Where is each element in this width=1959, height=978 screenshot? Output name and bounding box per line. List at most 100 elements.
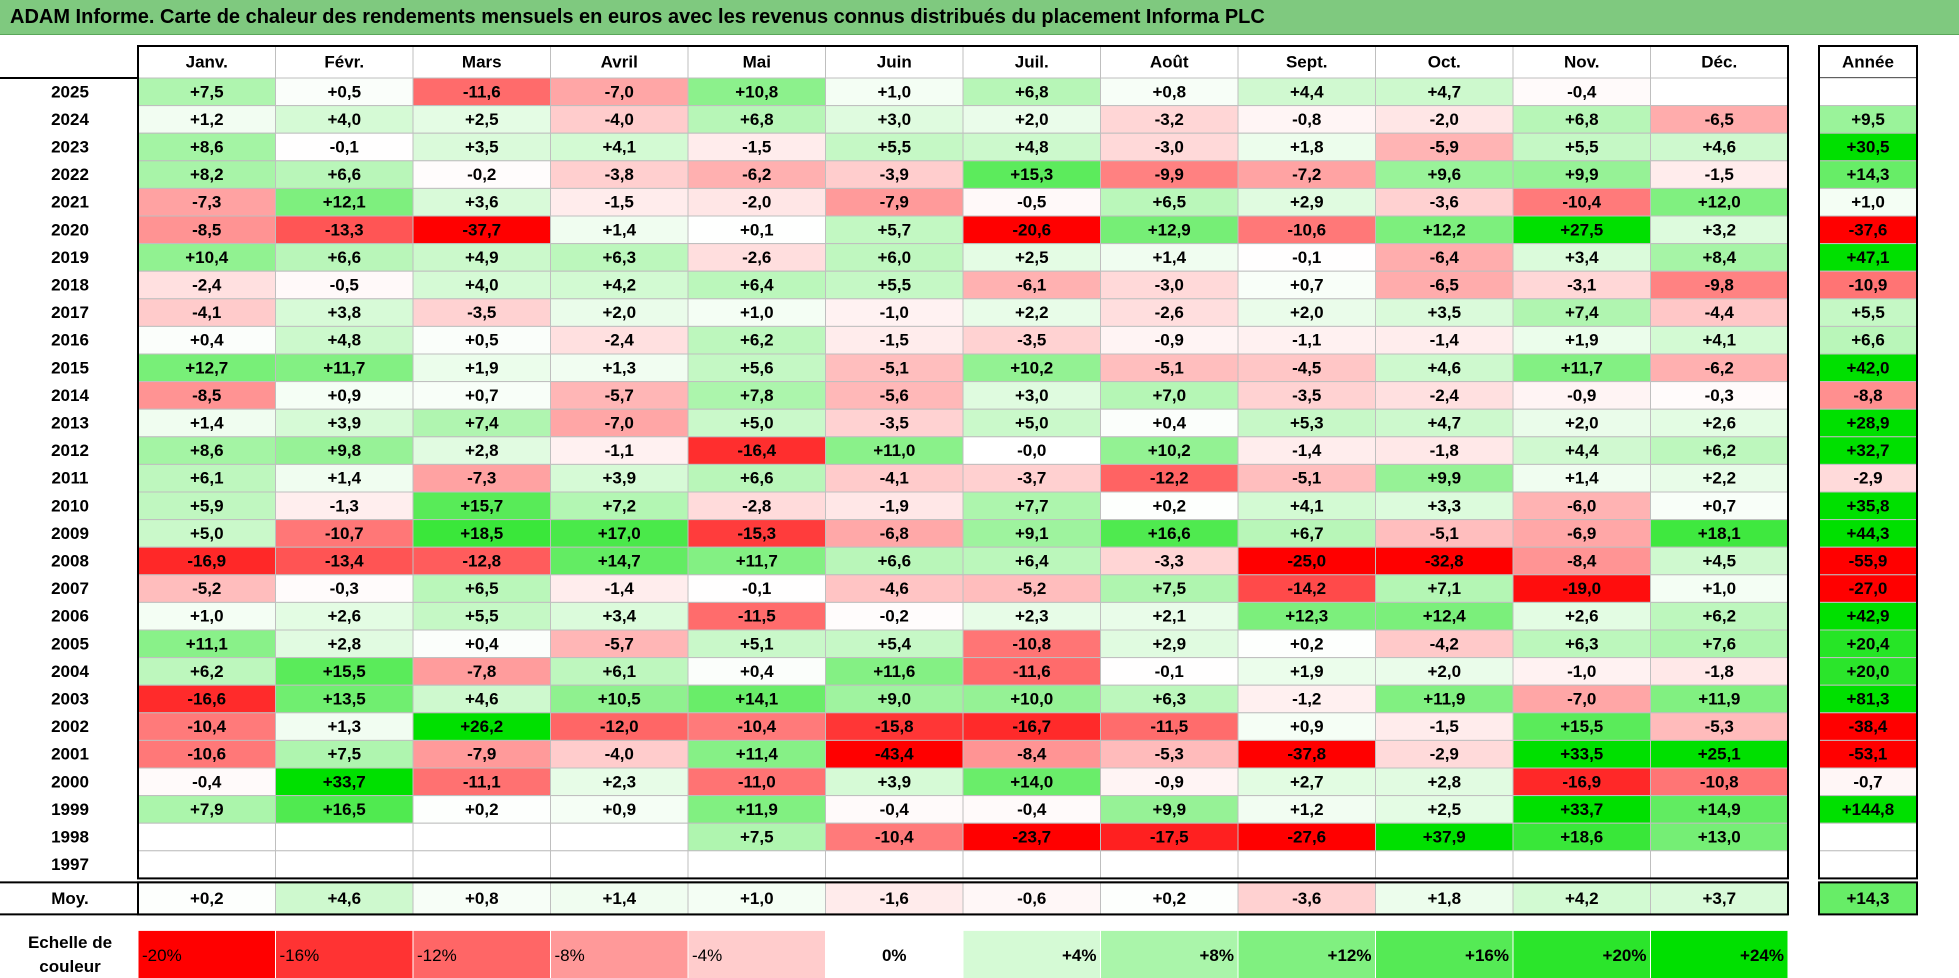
heatmap-cell (1375, 657, 1514, 686)
heatmap-value: -6,1 (1017, 276, 1046, 295)
heatmap-value: -12,8 (462, 552, 501, 571)
heatmap-cell (687, 298, 826, 327)
heatmap-value: -2,4 (192, 276, 222, 295)
heatmap-value: +3,5 (1427, 303, 1461, 322)
heatmap-cell (825, 519, 964, 548)
annual-value: +32,7 (1846, 441, 1889, 460)
heatmap-value: +10,8 (735, 82, 778, 101)
heatmap-cell (275, 215, 414, 245)
heatmap-value: -2,4 (1430, 386, 1460, 405)
heatmap-value: -10,8 (1700, 772, 1739, 791)
heatmap-value: +0,5 (465, 331, 499, 350)
heatmap-value: +4,8 (1015, 138, 1049, 157)
heatmap-cell (550, 381, 689, 410)
heatmap-cell (962, 353, 1101, 383)
heatmap-cell (1237, 243, 1376, 272)
heatmap-value: +2,2 (1702, 469, 1736, 488)
heatmap-cell (275, 712, 414, 741)
annual-value: +20,4 (1846, 634, 1890, 653)
heatmap-value: -7,9 (467, 745, 496, 764)
heatmap-value: +5,0 (740, 414, 774, 433)
heatmap-value: +1,8 (1290, 138, 1324, 157)
heatmap-value: -1,1 (1292, 331, 1321, 350)
heatmap-value: +10,4 (185, 248, 229, 267)
heatmap-cell (1375, 546, 1514, 576)
scale-swatch (825, 929, 964, 978)
heatmap-cell (1512, 77, 1651, 107)
average-annual-cell (1818, 881, 1918, 916)
average-cell (1375, 881, 1514, 915)
annual-value: +35,8 (1846, 496, 1889, 515)
scale-swatch (1237, 929, 1376, 978)
heatmap-cell (1375, 325, 1514, 355)
heatmap-value: -16,9 (187, 552, 226, 571)
average-cell (275, 881, 414, 915)
heatmap-value: -0,4 (880, 800, 910, 819)
heatmap-value: +6,7 (1290, 524, 1324, 543)
heatmap-cell (1512, 850, 1651, 879)
heatmap-value: -12,2 (1150, 469, 1189, 488)
heatmap-cell (1237, 657, 1376, 686)
heatmap-value: +5,5 (877, 138, 911, 157)
heatmap-cell (550, 574, 689, 603)
annual-value: +42,0 (1846, 358, 1889, 377)
heatmap-cell (1512, 546, 1651, 576)
heatmap-cell (825, 601, 964, 631)
scale-swatch (550, 929, 689, 978)
heatmap-value: +14,1 (735, 690, 778, 709)
heatmap-value: +0,9 (602, 800, 636, 819)
heatmap-value: -10,4 (187, 717, 226, 736)
heatmap-cell (550, 270, 689, 300)
heatmap-cell (412, 491, 551, 521)
heatmap-cell (825, 684, 964, 714)
annual-value: +14,3 (1846, 165, 1889, 184)
heatmap-value: +4,7 (1427, 82, 1461, 101)
heatmap-cell (412, 574, 551, 603)
heatmap-value: -43,4 (875, 745, 914, 764)
heatmap-value: +11,6 (873, 662, 915, 681)
heatmap-cell (550, 739, 689, 769)
heatmap-cell (687, 491, 826, 521)
heatmap-value: +8,6 (190, 138, 224, 157)
heatmap-value: -10,6 (1287, 220, 1326, 239)
heatmap-value: -0,4 (192, 772, 222, 791)
heatmap-value: -3,6 (1430, 193, 1459, 212)
heatmap-cell (962, 436, 1101, 465)
heatmap-cell (962, 491, 1101, 521)
average-value: +1,4 (602, 889, 636, 908)
heatmap-value: +4,1 (1290, 496, 1324, 515)
heatmap-value: +7,8 (740, 386, 774, 405)
average-value: -1,6 (880, 889, 909, 908)
heatmap-cell (1650, 77, 1789, 107)
heatmap-value: -7,3 (467, 469, 496, 488)
average-label: Moy. (51, 889, 88, 908)
annual-value: +42,9 (1846, 607, 1889, 626)
scale-step-label: -4% (692, 946, 722, 965)
annual-value: -2,9 (1853, 469, 1882, 488)
heatmap-cell (1512, 629, 1651, 659)
average-value: -3,6 (1292, 889, 1321, 908)
heatmap-value: -5,7 (605, 634, 634, 653)
heatmap-cell (1512, 574, 1651, 603)
average-cell (825, 881, 964, 915)
heatmap-value: +13,0 (1698, 828, 1741, 847)
heatmap-cell (1100, 739, 1239, 769)
heatmap-value: +16,6 (1148, 524, 1191, 543)
year-label: 2015 (51, 358, 89, 377)
heatmap-value: +14,7 (598, 552, 641, 571)
heatmap-value: +7,0 (1152, 386, 1186, 405)
annual-value: +28,9 (1846, 414, 1889, 433)
heatmap-value: +0,7 (465, 386, 499, 405)
heatmap-value: +6,8 (1565, 110, 1599, 129)
heatmap-value: +10,5 (598, 690, 641, 709)
heatmap-value: -10,4 (737, 717, 776, 736)
year-label: 2003 (51, 690, 89, 709)
heatmap-cell (1237, 519, 1376, 548)
heatmap-cell (1650, 408, 1789, 438)
heatmap-value: -2,9 (1430, 745, 1459, 764)
heatmap-value: -14,2 (1287, 579, 1326, 598)
heatmap-value: -2,6 (1155, 303, 1184, 322)
heatmap-value: -7,0 (605, 82, 634, 101)
heatmap-value: -0,3 (1705, 386, 1734, 405)
